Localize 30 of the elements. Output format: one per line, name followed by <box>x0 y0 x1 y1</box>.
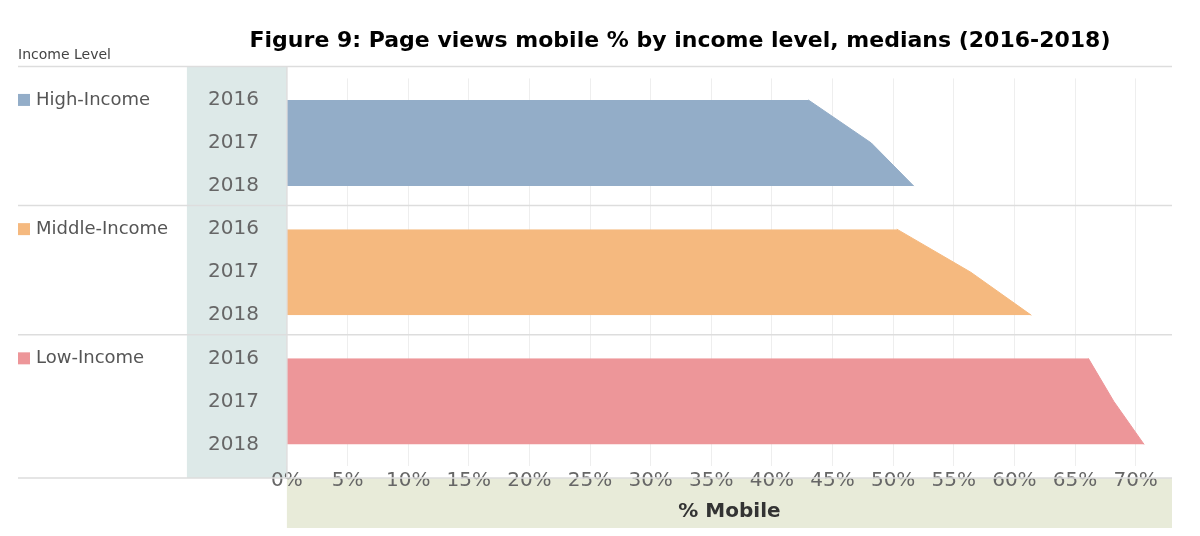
x-axis-title: % Mobile <box>678 498 781 523</box>
legend-title: Income Level <box>18 46 111 63</box>
x-tick-label: 20% <box>507 467 552 492</box>
legend-label: Middle-Income <box>36 216 169 238</box>
y-tick-label: 2016 <box>207 86 259 111</box>
x-tick-label: 30% <box>628 467 673 492</box>
y-tick-label: 2017 <box>207 387 259 412</box>
y-tick-label: 2016 <box>207 344 259 369</box>
legend-label: High-Income <box>36 87 151 109</box>
x-tick-label: 25% <box>567 467 613 492</box>
x-tick-label: 10% <box>385 467 431 492</box>
x-tick-label: 45% <box>810 467 855 492</box>
y-tick-label: 2018 <box>207 301 259 326</box>
chart-title: Figure 9: Page views mobile % by income level, medians (2016-2018) <box>249 26 1111 52</box>
y-tick-label: 2018 <box>207 430 259 455</box>
y-tick-label: 2016 <box>207 215 259 240</box>
x-tick-label: 55% <box>931 467 976 492</box>
x-tick-label: 5% <box>331 467 364 492</box>
y-tick-label: 2018 <box>207 172 259 197</box>
legend-label: Low-Income <box>36 346 145 368</box>
x-tick-label: 60% <box>992 467 1037 492</box>
x-tick-label: 65% <box>1052 467 1098 492</box>
x-tick-label: 15% <box>446 467 491 492</box>
y-tick-label: 2017 <box>207 258 259 283</box>
x-tick-label: 35% <box>689 467 734 492</box>
x-tick-label: 50% <box>870 467 916 492</box>
x-tick-label: 0% <box>271 467 303 492</box>
x-tick-label: 40% <box>749 467 795 492</box>
y-tick-label: 2017 <box>207 129 259 154</box>
x-tick-label: 70% <box>1113 467 1158 492</box>
